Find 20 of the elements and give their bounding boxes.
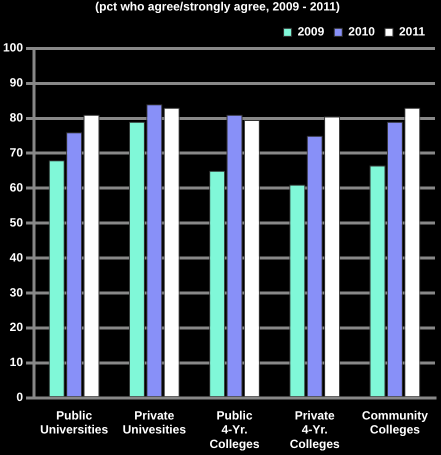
chart-title: (pct who agree/strongly agree, 2009 - 2011) [95,0,340,14]
y-tick-label: 50 [10,215,24,230]
y-tick-label: 70 [10,146,24,160]
y-tick-label: 0 [16,390,24,404]
y-tick-label: 20 [10,320,24,334]
x-tick-label: Community Colleges [362,408,428,437]
legend-label: 2010 [348,24,376,39]
y-tick-label: 80 [10,110,24,125]
x-tick-label: Public 4-Yr. Colleges [210,408,260,452]
legend-label: 2011 [398,24,426,39]
y-tick-label: 100 [2,40,24,55]
x-tick-label: Public Universities [40,408,108,437]
y-tick-label: 30 [10,285,24,300]
legend-label: 2009 [298,24,325,39]
y-tick-label: 90 [10,76,24,90]
x-tick-label: Private 4-Yr. Colleges [290,408,340,452]
x-tick-label: Private Univesities [122,408,186,437]
y-tick-label: 60 [10,180,24,194]
y-tick-label: 10 [10,355,24,370]
y-tick-label: 40 [10,250,24,264]
